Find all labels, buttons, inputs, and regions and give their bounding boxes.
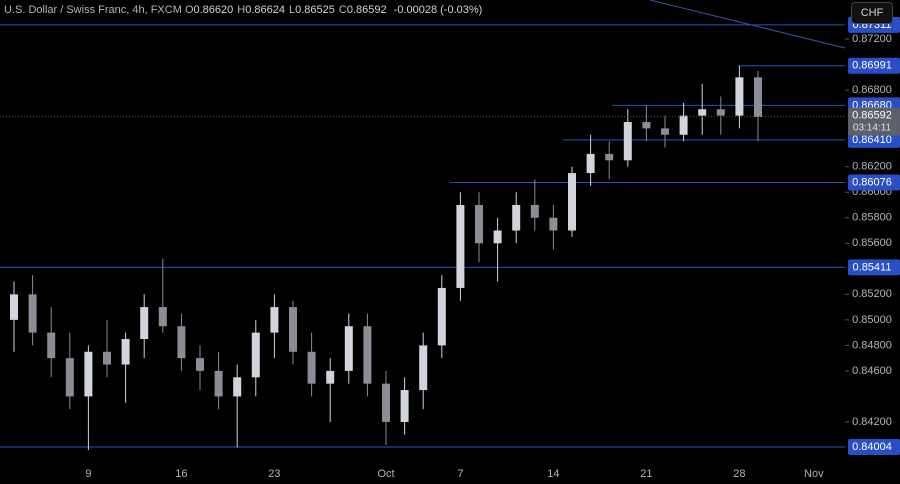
candle-body <box>475 204 483 244</box>
candle-body <box>437 287 446 346</box>
ohlc-value: 0.86592 <box>346 4 387 16</box>
y-tick-label: 0.86200 <box>852 161 892 173</box>
y-tick-label: 0.85200 <box>852 288 892 300</box>
candle-body <box>642 122 651 129</box>
level-label: 0.84004 <box>852 441 892 453</box>
y-tick-label: 0.85600 <box>852 237 892 249</box>
ohlc-key: H <box>237 4 246 16</box>
candle-body <box>140 307 149 340</box>
candle-body <box>382 383 390 422</box>
candle-body <box>698 109 707 116</box>
level-label: 0.85411 <box>853 261 892 273</box>
level-label-box <box>848 131 900 148</box>
candle-body <box>214 370 223 397</box>
x-tick-label: Oct <box>377 468 394 480</box>
candle-body <box>196 358 204 371</box>
candle-body <box>400 390 409 422</box>
ohlc: O0.86620 H0.86624 L0.86525 C0.86592 <box>185 4 391 16</box>
y-tick-label: 0.85000 <box>852 314 892 326</box>
candle-body <box>251 332 260 378</box>
ohlc-key: L <box>288 4 296 16</box>
candle-body <box>289 307 297 352</box>
symbol-title: U.S. Dollar / Swiss Franc, 4h, FXCM <box>4 4 182 16</box>
candle-body <box>344 326 353 371</box>
y-tick-label: 0.84200 <box>852 416 892 428</box>
ohlc-value: 0.86624 <box>245 4 285 16</box>
level-label-box <box>848 174 900 191</box>
candle-body <box>679 115 688 135</box>
candle-body <box>326 370 335 384</box>
y-tick-label: 0.84800 <box>852 339 892 351</box>
x-tick-label: 14 <box>547 468 559 480</box>
header: U.S. Dollar / Swiss Franc, 4h, FXCM O0.8… <box>4 4 486 16</box>
candle-body <box>233 377 242 397</box>
candle-body <box>28 294 37 333</box>
ohlc-value: 0.86620 <box>193 4 234 16</box>
countdown: 03:14:11 <box>853 122 892 133</box>
candle-body <box>661 128 669 135</box>
candle-body <box>103 351 111 365</box>
candle-body <box>158 307 167 327</box>
candle-body <box>307 351 316 384</box>
candle-body <box>586 153 595 174</box>
candle-body <box>121 339 130 365</box>
x-tick-label: 28 <box>733 468 745 480</box>
candle-body <box>623 122 632 161</box>
candle-body <box>47 332 56 359</box>
level-label-box <box>848 259 900 276</box>
candle-body <box>177 326 186 359</box>
current-price-box <box>848 107 900 136</box>
y-tick-label: 0.86800 <box>852 84 892 96</box>
level-label: 0.86076 <box>852 176 892 188</box>
candle-body <box>754 77 762 117</box>
candle-body <box>530 204 539 218</box>
x-tick-label: 16 <box>175 468 187 480</box>
candle-body <box>10 294 18 320</box>
x-tick-label: 7 <box>457 468 463 480</box>
candle-body <box>568 173 576 231</box>
candle-body <box>716 109 725 116</box>
ohlc-key: C <box>338 4 347 16</box>
x-tick-label: 9 <box>85 468 91 480</box>
candle-body <box>270 307 279 333</box>
x-tick-label: Nov <box>804 468 824 480</box>
candle-body <box>549 217 558 231</box>
candle-body <box>493 230 502 244</box>
level-label: 0.86410 <box>852 134 892 146</box>
x-tick-label: 21 <box>640 468 652 480</box>
level-label: 0.86991 <box>852 60 892 72</box>
candle-body <box>84 351 93 397</box>
candle-body <box>65 358 74 397</box>
ohlc-value: 0.86525 <box>295 4 335 16</box>
candle-body <box>512 204 521 231</box>
candle-body <box>363 326 372 384</box>
candle-body <box>456 204 465 288</box>
candle-body <box>735 77 744 116</box>
y-tick-label: 0.87200 <box>852 33 892 45</box>
x-tick-label: 23 <box>268 468 280 480</box>
level-label-box <box>848 57 900 74</box>
candle-body <box>419 345 428 391</box>
candle-body <box>605 153 614 161</box>
change: -0.00028 (-0.03%) <box>393 4 483 16</box>
currency-button[interactable]: CHF <box>851 2 893 24</box>
y-tick-label: 0.85800 <box>852 212 892 224</box>
trend-line <box>649 0 846 49</box>
level-label-box <box>848 438 900 455</box>
ohlc-key: O <box>184 4 194 16</box>
current-price-label: 0.86592 <box>852 110 892 122</box>
y-tick-label: 0.84600 <box>852 365 892 377</box>
